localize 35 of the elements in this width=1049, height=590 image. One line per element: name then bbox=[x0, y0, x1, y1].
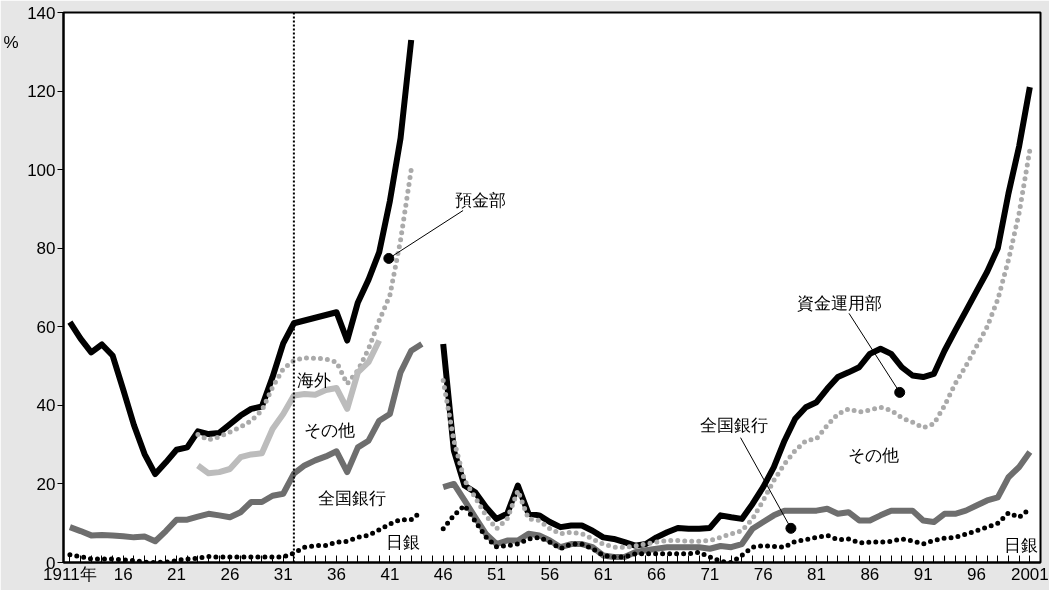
x-tick-label: 41 bbox=[380, 564, 400, 584]
y-tick-label: 140 bbox=[27, 3, 56, 23]
x-tick-label: 71 bbox=[700, 564, 720, 584]
annotation: その他 bbox=[847, 445, 899, 465]
y-tick-label: 40 bbox=[36, 396, 56, 416]
annotation: 全国銀行 bbox=[699, 416, 768, 436]
annotation: その他 bbox=[303, 421, 355, 440]
x-tick-label: 66 bbox=[647, 564, 666, 584]
y-tick-label: 120 bbox=[27, 82, 56, 102]
x-tick-label: 21 bbox=[167, 564, 187, 584]
annotation: 資金運用部 bbox=[796, 293, 882, 313]
x-tick-label: 36 bbox=[327, 564, 347, 584]
x-tick-label: 51 bbox=[487, 564, 506, 584]
y-tick-label: 100 bbox=[27, 160, 56, 180]
y-tick-label: 20 bbox=[36, 474, 56, 494]
x-tick-label: 26 bbox=[220, 564, 240, 584]
annotation: 預金部 bbox=[455, 191, 507, 211]
x-tick-label: 2001 bbox=[1010, 564, 1049, 584]
x-tick-label: 46 bbox=[433, 564, 453, 584]
y-tick-label: 80 bbox=[36, 239, 56, 259]
x-tick-label: 56 bbox=[540, 564, 560, 584]
x-tick-label: 76 bbox=[753, 564, 773, 584]
x-tick-label: 31 bbox=[273, 564, 293, 584]
annotation: 全国銀行 bbox=[317, 489, 386, 509]
y-axis-title: % bbox=[3, 33, 19, 53]
y-tick-label: 60 bbox=[36, 317, 56, 337]
x-tick-label: 16 bbox=[113, 564, 133, 584]
x-tick-label: 61 bbox=[593, 564, 613, 584]
x-tick-label: 91 bbox=[913, 564, 933, 584]
annotation: 日銀 bbox=[1003, 535, 1038, 555]
annotation: 日銀 bbox=[386, 533, 421, 553]
x-tick-label: 96 bbox=[967, 564, 986, 584]
x-tick-label: 86 bbox=[860, 564, 880, 584]
annotation: 海外 bbox=[296, 370, 331, 390]
x-tick-label: 81 bbox=[807, 564, 826, 584]
